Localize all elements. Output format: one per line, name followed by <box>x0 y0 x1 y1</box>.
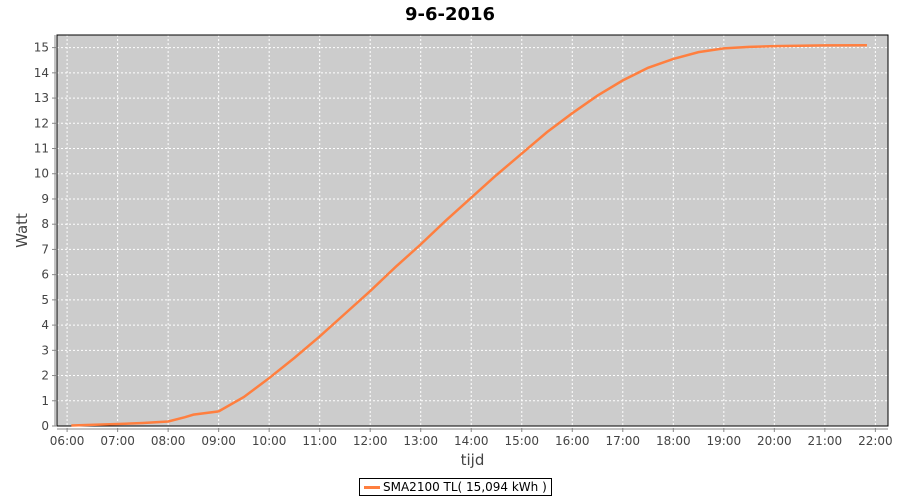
y-tick-label: 9 <box>41 192 49 206</box>
y-tick-label: 4 <box>41 318 49 332</box>
x-axis-label: tijd <box>461 451 485 469</box>
x-tick-label: 13:00 <box>403 434 438 448</box>
x-tick-label: 12:00 <box>353 434 388 448</box>
x-tick-label: 19:00 <box>707 434 742 448</box>
y-axis-label: Watt <box>13 213 31 248</box>
legend-label: SMA2100 TL( 15,094 kWh ) <box>383 480 547 494</box>
x-tick-label: 18:00 <box>656 434 691 448</box>
y-tick-label: 12 <box>34 116 49 130</box>
y-tick-label: 13 <box>34 91 49 105</box>
y-tick-label: 2 <box>41 369 49 383</box>
x-tick-label: 08:00 <box>151 434 186 448</box>
x-tick-label: 22:00 <box>858 434 893 448</box>
series-line <box>71 43 867 427</box>
legend: SMA2100 TL( 15,094 kWh ) <box>359 478 552 496</box>
x-tick-label: 09:00 <box>201 434 236 448</box>
x-tick-label: 15:00 <box>504 434 539 448</box>
x-tick-label: 16:00 <box>555 434 590 448</box>
y-tick-label: 1 <box>41 394 49 408</box>
y-tick-label: 10 <box>34 167 49 181</box>
x-tick-label: 11:00 <box>302 434 337 448</box>
x-tick-label: 10:00 <box>252 434 287 448</box>
chart-title: 9-6-2016 <box>404 4 496 25</box>
y-tick-label: 3 <box>41 343 49 357</box>
x-tick-label: 14:00 <box>454 434 489 448</box>
x-tick-label: 21:00 <box>808 434 843 448</box>
y-tick-label: 5 <box>41 293 49 307</box>
x-tick-label: 07:00 <box>100 434 135 448</box>
y-tick-label: 15 <box>34 41 49 55</box>
plot-border <box>56 34 889 427</box>
x-tick-label: 17:00 <box>605 434 640 448</box>
y-tick-label: 11 <box>34 142 49 156</box>
y-tick-label: 0 <box>41 419 49 433</box>
y-tick-label: 6 <box>41 268 49 282</box>
x-tick-label: 06:00 <box>50 434 85 448</box>
plot-area <box>57 35 888 426</box>
y-tick-label: 8 <box>41 217 49 231</box>
x-tick-label: 20:00 <box>757 434 792 448</box>
y-tick-label: 14 <box>34 66 49 80</box>
y-tick-label: 7 <box>41 242 49 256</box>
legend-swatch <box>364 485 380 489</box>
